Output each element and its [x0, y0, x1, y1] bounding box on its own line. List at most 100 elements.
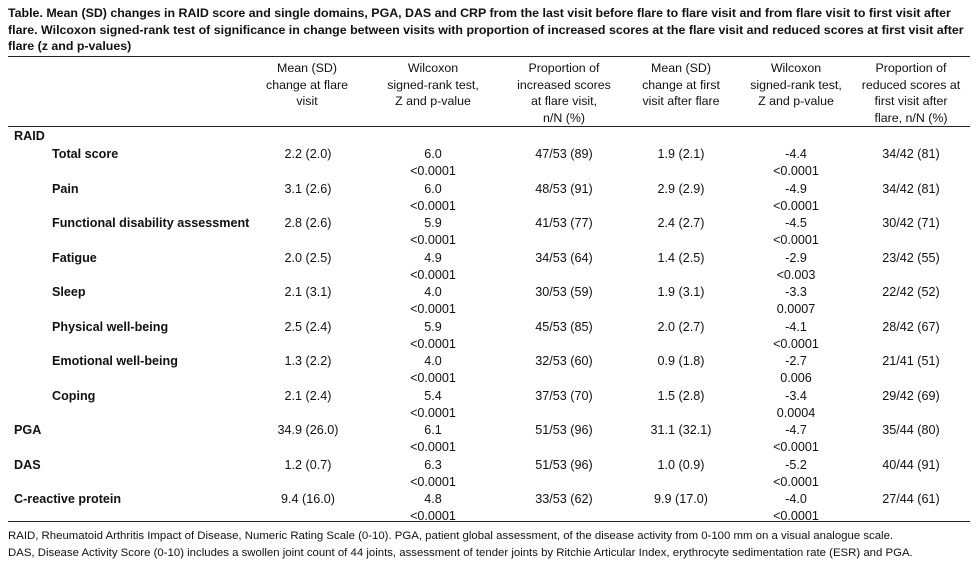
cell-mean-after: 1.9 (3.1): [657, 285, 705, 299]
row-label: PGA: [14, 423, 42, 437]
footnote-2: DAS, Disease Activity Score (0-10) inclu…: [8, 547, 913, 559]
cell-p-flare: <0.0001: [410, 440, 456, 454]
header-wilcoxon-flare: Wilcoxon signed-rank test, Z and p-value: [374, 60, 492, 110]
cell-p-after: <0.003: [776, 267, 816, 282]
cell-prop-increased: 37/53 (70): [535, 388, 593, 403]
cell-prop-increased: 32/53 (60): [535, 354, 593, 368]
cell-mean-after: 9.9 (17.0): [654, 492, 708, 506]
cell-p-flare: <0.0001: [410, 198, 456, 213]
header-text: Mean (SD) change at flare visit: [266, 61, 348, 108]
cell-z-after: -3.4: [785, 388, 807, 403]
cell-prop-increased: 51/53 (96): [535, 457, 593, 472]
cell-z-flare: 6.0: [424, 181, 442, 196]
cell-mean-flare: 2.5 (2.4): [284, 319, 332, 334]
cell-mean-flare: 2.2 (2.0): [284, 147, 332, 161]
row-label: Fatigue: [52, 250, 97, 265]
cell-mean-flare: 2.8 (2.6): [284, 216, 332, 230]
cell-prop-reduced: 27/44 (61): [882, 492, 940, 506]
cell-prop-reduced: 23/42 (55): [882, 250, 940, 265]
footnote-1: RAID, Rheumatoid Arthritis Impact of Dis…: [8, 530, 894, 542]
cell-z-after: -2.9: [785, 250, 807, 265]
cell-p-after: <0.0001: [773, 509, 819, 523]
cell-z-after: -4.7: [785, 423, 807, 437]
cell-p-after: <0.0001: [773, 474, 819, 489]
cell-p-after: <0.0001: [773, 198, 819, 213]
header-wilcoxon-after: Wilcoxon signed-rank test, Z and p-value: [730, 60, 862, 110]
cell-mean-after: 2.0 (2.7): [657, 319, 705, 334]
cell-p-flare: <0.0001: [410, 474, 456, 489]
cell-p-flare: <0.0001: [410, 233, 456, 247]
cell-p-flare: <0.0001: [410, 509, 456, 523]
cell-z-flare: 4.9: [424, 250, 442, 265]
cell-prop-increased: 51/53 (96): [535, 423, 593, 437]
cell-mean-flare: 1.3 (2.2): [284, 354, 332, 368]
header-text: Wilcoxon signed-rank test, Z and p-value: [750, 61, 842, 108]
cell-mean-after: 0.9 (1.8): [657, 354, 705, 368]
cell-z-after: -4.9: [785, 181, 807, 196]
row-label: Total score: [52, 147, 119, 161]
cell-prop-reduced: 29/42 (69): [882, 388, 940, 403]
cell-mean-flare: 9.4 (16.0): [281, 492, 335, 506]
rule-top: [8, 56, 970, 57]
row-label: C-reactive protein: [14, 492, 122, 506]
cell-mean-flare: 3.1 (2.6): [284, 181, 332, 196]
cell-mean-after: 1.0 (0.9): [657, 457, 705, 472]
cell-mean-after: 31.1 (32.1): [650, 423, 712, 437]
cell-z-after: -5.2: [785, 457, 807, 472]
row-label: Physical well-being: [52, 319, 169, 334]
section-label-raid: RAID: [14, 129, 45, 143]
cell-mean-flare: 2.1 (2.4): [284, 388, 332, 403]
cell-mean-after: 1.9 (2.1): [657, 147, 705, 161]
header-mean-after: Mean (SD) change at first visit after flar…: [622, 60, 740, 110]
cell-p-after: 0.0004: [776, 405, 816, 420]
cell-prop-increased: 34/53 (64): [535, 250, 593, 265]
row-label: Emotional well-being: [52, 354, 178, 368]
cell-z-flare: 6.1: [424, 423, 442, 437]
header-text: Mean (SD) change at first visit after flar…: [642, 61, 720, 108]
cell-z-flare: 4.0: [424, 354, 442, 368]
cell-mean-flare: 34.9 (26.0): [277, 423, 339, 437]
cell-p-after: 0.0007: [776, 302, 816, 316]
cell-z-flare: 4.0: [424, 285, 442, 299]
cell-p-flare: <0.0001: [410, 405, 456, 420]
cell-p-after: <0.0001: [773, 233, 819, 247]
cell-p-flare: <0.0001: [410, 371, 456, 385]
cell-prop-reduced: 30/42 (71): [882, 216, 940, 230]
row-label: Coping: [52, 388, 96, 403]
cell-p-after: <0.0001: [773, 164, 819, 178]
cell-prop-reduced: 21/41 (51): [882, 354, 940, 368]
cell-z-after: -4.4: [785, 147, 807, 161]
cell-p-flare: <0.0001: [410, 336, 456, 351]
cell-z-after: -3.3: [785, 285, 807, 299]
cell-mean-flare: 1.2 (0.7): [284, 457, 332, 472]
row-label: Pain: [52, 181, 79, 196]
cell-z-flare: 5.9: [424, 319, 442, 334]
cell-z-after: -2.7: [785, 354, 807, 368]
cell-z-flare: 5.4: [424, 388, 442, 403]
row-label: Sleep: [52, 285, 86, 299]
header-text: Wilcoxon signed-rank test, Z and p-value: [387, 61, 479, 108]
rule-header: [8, 126, 970, 127]
cell-p-after: <0.0001: [773, 336, 819, 351]
row-label: Functional disability assessment: [52, 216, 250, 230]
cell-p-flare: <0.0001: [410, 267, 456, 282]
cell-prop-reduced: 22/42 (52): [882, 285, 940, 299]
cell-mean-after: 2.9 (2.9): [657, 181, 705, 196]
row-label: DAS: [14, 457, 41, 472]
cell-mean-after: 1.5 (2.8): [657, 388, 705, 403]
cell-z-flare: 6.3: [424, 457, 442, 472]
cell-prop-increased: 47/53 (89): [535, 147, 593, 161]
cell-z-after: -4.5: [785, 216, 807, 230]
cell-prop-increased: 45/53 (85): [535, 319, 593, 334]
cell-prop-increased: 30/53 (59): [535, 285, 593, 299]
cell-prop-increased: 41/53 (77): [535, 216, 593, 230]
header-prop-increased: Proportion of increased scores at flare vi…: [504, 60, 624, 126]
cell-prop-reduced: 40/44 (91): [882, 457, 940, 472]
header-mean-flare: Mean (SD) change at flare visit: [248, 60, 366, 110]
cell-mean-after: 2.4 (2.7): [657, 216, 705, 230]
cell-z-after: -4.0: [785, 492, 807, 506]
table-caption: Table. Mean (SD) changes in RAID score a…: [8, 6, 964, 53]
cell-z-flare: 4.8: [424, 492, 442, 506]
cell-prop-reduced: 35/44 (80): [882, 423, 940, 437]
